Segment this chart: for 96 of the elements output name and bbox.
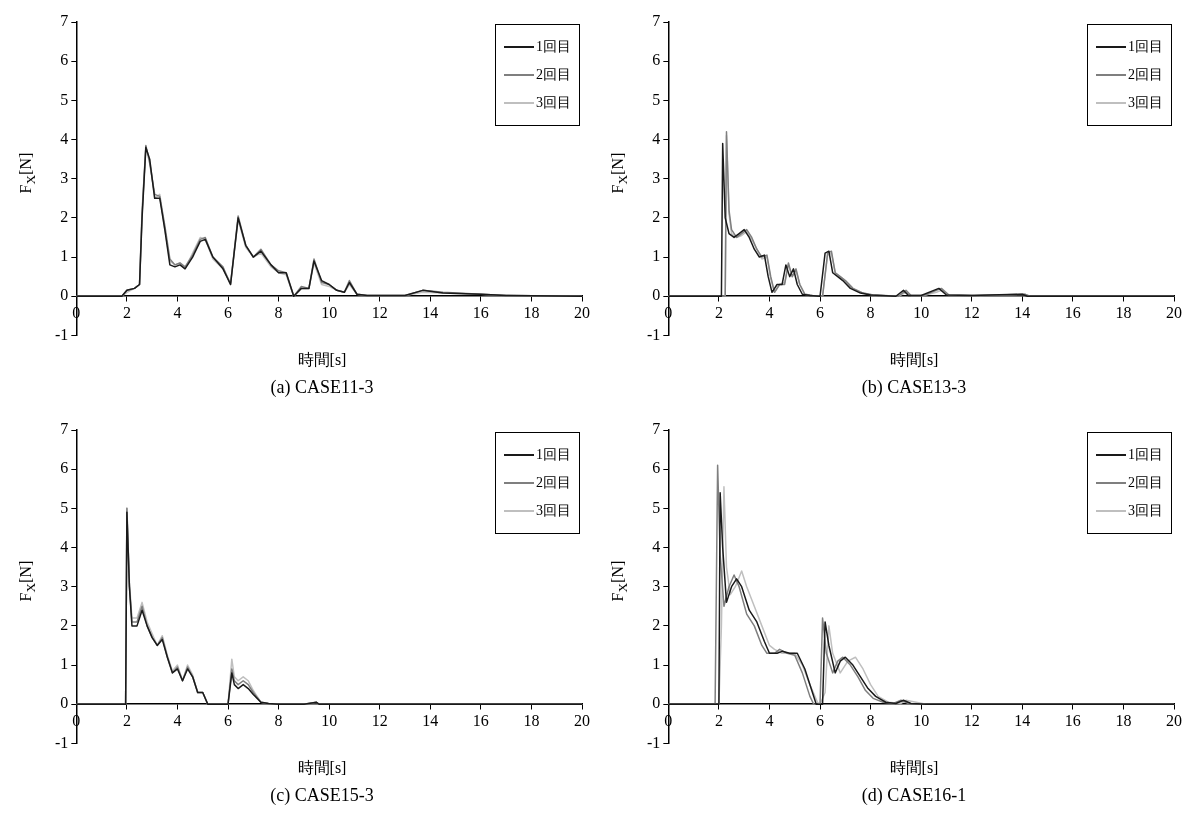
y-tick-label: 7 bbox=[652, 420, 661, 438]
text: (b) CASE13-3 bbox=[860, 377, 968, 398]
x-tick-label: 2 bbox=[122, 712, 131, 730]
legend-label: 3回目 bbox=[1128, 94, 1163, 112]
x-tick-label: 10 bbox=[913, 304, 930, 322]
y-tick-label: -1 bbox=[647, 325, 661, 343]
x-tick-label: 12 bbox=[963, 712, 980, 730]
x-tick-label: 18 bbox=[1115, 712, 1132, 730]
x-tick-label: 16 bbox=[472, 712, 489, 730]
y-tick-label: 2 bbox=[60, 616, 69, 634]
legend-label: 3回目 bbox=[536, 94, 571, 112]
y-tick-label: 3 bbox=[60, 576, 69, 594]
y-tick-label: 6 bbox=[652, 51, 661, 69]
x-tick-label: 4 bbox=[765, 712, 774, 730]
y-tick-label: 6 bbox=[60, 459, 69, 477]
x-axis-title: 時間[s] bbox=[296, 758, 348, 778]
x-tick-label: 8 bbox=[866, 304, 875, 322]
legend-label: 1回目 bbox=[1128, 446, 1163, 464]
x-tick-label: 2 bbox=[714, 712, 723, 730]
x-tick-label: 20 bbox=[574, 712, 590, 730]
x-tick-label: 10 bbox=[321, 712, 338, 730]
y-tick-label: 2 bbox=[652, 208, 661, 226]
y-tick-label: 1 bbox=[60, 247, 69, 265]
x-tick-label: 2 bbox=[714, 304, 723, 322]
x-axis-title: 時間[s] bbox=[888, 758, 940, 778]
x-tick-label: 6 bbox=[816, 304, 825, 322]
x-tick-label: 14 bbox=[422, 304, 439, 322]
x-axis-title: 時間[s] bbox=[296, 350, 348, 370]
x-tick-label: 6 bbox=[224, 712, 233, 730]
y-tick-label: 2 bbox=[60, 208, 69, 226]
x-tick-label: 20 bbox=[574, 304, 590, 322]
y-tick-label: 3 bbox=[60, 168, 69, 186]
y-tick-label: 7 bbox=[60, 420, 69, 438]
legend-label: 2回目 bbox=[536, 474, 571, 492]
y-tick-label: 5 bbox=[652, 90, 661, 108]
x-tick-label: 12 bbox=[371, 712, 388, 730]
x-tick-label: 20 bbox=[1166, 712, 1182, 730]
x-tick-label: 4 bbox=[765, 304, 774, 322]
x-tick-label: 4 bbox=[173, 712, 182, 730]
legend-label: 3回目 bbox=[1128, 502, 1163, 520]
x-tick-label: 16 bbox=[472, 304, 489, 322]
x-tick-label: 18 bbox=[523, 304, 540, 322]
x-tick-label: 10 bbox=[913, 712, 930, 730]
y-tick-label: 7 bbox=[652, 12, 661, 30]
y-tick-label: 6 bbox=[60, 51, 69, 69]
y-tick-label: 0 bbox=[652, 694, 661, 712]
x-tick-label: 8 bbox=[274, 304, 283, 322]
x-tick-label: 14 bbox=[1014, 304, 1031, 322]
y-tick-label: 1 bbox=[60, 655, 69, 673]
x-tick-label: 20 bbox=[1166, 304, 1182, 322]
y-tick-label: 3 bbox=[652, 168, 661, 186]
y-tick-label: 5 bbox=[60, 90, 69, 108]
y-tick-label: 4 bbox=[60, 129, 69, 147]
legend-label: 1回目 bbox=[536, 446, 571, 464]
legend-label: 2回目 bbox=[1128, 66, 1163, 84]
x-tick-label: 12 bbox=[371, 304, 388, 322]
y-tick-label: 3 bbox=[652, 576, 661, 594]
text: (c) CASE15-3 bbox=[269, 785, 375, 806]
legend-label: 1回目 bbox=[1128, 38, 1163, 56]
y-tick-label: 5 bbox=[60, 498, 69, 516]
x-tick-label: 2 bbox=[122, 304, 131, 322]
x-tick-label: 12 bbox=[963, 304, 980, 322]
y-tick-label: 5 bbox=[652, 498, 661, 516]
y-tick-label: 4 bbox=[652, 129, 661, 147]
text: (a) CASE11-3 bbox=[269, 377, 375, 398]
y-tick-label: 2 bbox=[652, 616, 661, 634]
x-tick-label: 6 bbox=[816, 712, 825, 730]
x-tick-label: 14 bbox=[422, 712, 439, 730]
y-tick-label: 6 bbox=[652, 459, 661, 477]
legend-label: 2回目 bbox=[536, 66, 571, 84]
y-tick-label: 4 bbox=[60, 537, 69, 555]
x-axis-title: 時間[s] bbox=[888, 350, 940, 370]
y-tick-label: 7 bbox=[60, 12, 69, 30]
x-tick-label: 8 bbox=[866, 712, 875, 730]
y-tick-label: 0 bbox=[652, 286, 661, 304]
text: (d) CASE16-1 bbox=[860, 785, 968, 806]
y-tick-label: -1 bbox=[647, 733, 661, 751]
x-tick-label: 4 bbox=[173, 304, 182, 322]
x-tick-label: 8 bbox=[274, 712, 283, 730]
y-tick-label: 1 bbox=[652, 655, 661, 673]
legend-label: 3回目 bbox=[536, 502, 571, 520]
legend-label: 2回目 bbox=[1128, 474, 1163, 492]
y-tick-label: 0 bbox=[60, 286, 69, 304]
y-tick-label: -1 bbox=[55, 733, 69, 751]
x-tick-label: 18 bbox=[523, 712, 540, 730]
x-tick-label: 16 bbox=[1064, 712, 1081, 730]
y-tick-label: 0 bbox=[60, 694, 69, 712]
x-tick-label: 6 bbox=[224, 304, 233, 322]
y-tick-label: 4 bbox=[652, 537, 661, 555]
x-tick-label: 14 bbox=[1014, 712, 1031, 730]
y-tick-label: -1 bbox=[55, 325, 69, 343]
x-tick-label: 10 bbox=[321, 304, 338, 322]
x-tick-label: 18 bbox=[1115, 304, 1132, 322]
legend-label: 1回目 bbox=[536, 38, 571, 56]
y-tick-label: 1 bbox=[652, 247, 661, 265]
x-tick-label: 16 bbox=[1064, 304, 1081, 322]
